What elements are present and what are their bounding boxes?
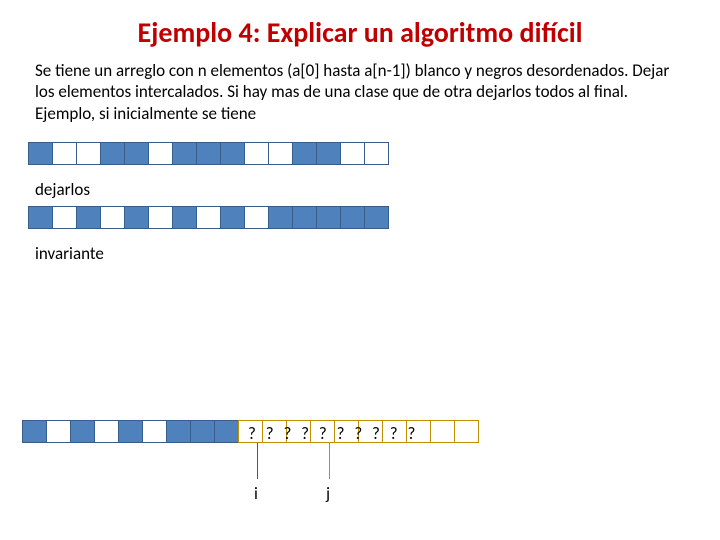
array-cell bbox=[118, 420, 143, 443]
array-cell bbox=[244, 142, 269, 165]
array-cell bbox=[292, 206, 317, 229]
array-cell bbox=[214, 420, 239, 443]
array-cell bbox=[430, 420, 455, 443]
array-cell bbox=[454, 420, 479, 443]
array-cell bbox=[166, 420, 191, 443]
array-initial bbox=[29, 142, 685, 165]
array-cell bbox=[28, 206, 53, 229]
array-cell bbox=[76, 206, 101, 229]
array-result bbox=[29, 206, 685, 229]
array-cell bbox=[172, 206, 197, 229]
pointer-line-j bbox=[329, 443, 330, 479]
array-cell bbox=[268, 142, 293, 165]
array-cell bbox=[70, 420, 95, 443]
label-invariante: invariante bbox=[35, 243, 685, 264]
array-cell bbox=[190, 420, 215, 443]
label-dejarlos: dejarlos bbox=[35, 179, 685, 200]
array-cell bbox=[124, 206, 149, 229]
array-cell bbox=[364, 206, 389, 229]
array-cell bbox=[316, 206, 341, 229]
array-cell bbox=[172, 142, 197, 165]
slide-body: Se tiene un arreglo con n elementos (a[0… bbox=[35, 60, 685, 124]
array-cell bbox=[22, 420, 47, 443]
array-cell bbox=[100, 142, 125, 165]
array-cell bbox=[46, 420, 71, 443]
array-cell bbox=[148, 142, 173, 165]
array-cell bbox=[196, 142, 221, 165]
array-cell bbox=[268, 206, 293, 229]
question-marks: ? ? ? ? ? ? ? ? ? ? bbox=[248, 423, 418, 444]
array-cell bbox=[100, 206, 125, 229]
array-cell bbox=[220, 206, 245, 229]
array-cell bbox=[124, 142, 149, 165]
array-cell bbox=[340, 206, 365, 229]
array-cell bbox=[292, 142, 317, 165]
array-cell bbox=[340, 142, 365, 165]
array-cell bbox=[142, 420, 167, 443]
slide-title: Ejemplo 4: Explicar un algoritmo difícil bbox=[35, 15, 685, 50]
pointer-label-i: i bbox=[254, 483, 258, 504]
array-cell bbox=[220, 142, 245, 165]
pointer-line-i bbox=[257, 443, 258, 479]
array-cell bbox=[28, 142, 53, 165]
array-cell bbox=[316, 142, 341, 165]
array-cell bbox=[94, 420, 119, 443]
array-cell bbox=[196, 206, 221, 229]
array-cell bbox=[364, 142, 389, 165]
array-cell bbox=[76, 142, 101, 165]
array-cell bbox=[148, 206, 173, 229]
array-cell bbox=[52, 142, 77, 165]
array-cell bbox=[52, 206, 77, 229]
array-cell bbox=[244, 206, 269, 229]
pointer-label-j: j bbox=[326, 483, 330, 504]
